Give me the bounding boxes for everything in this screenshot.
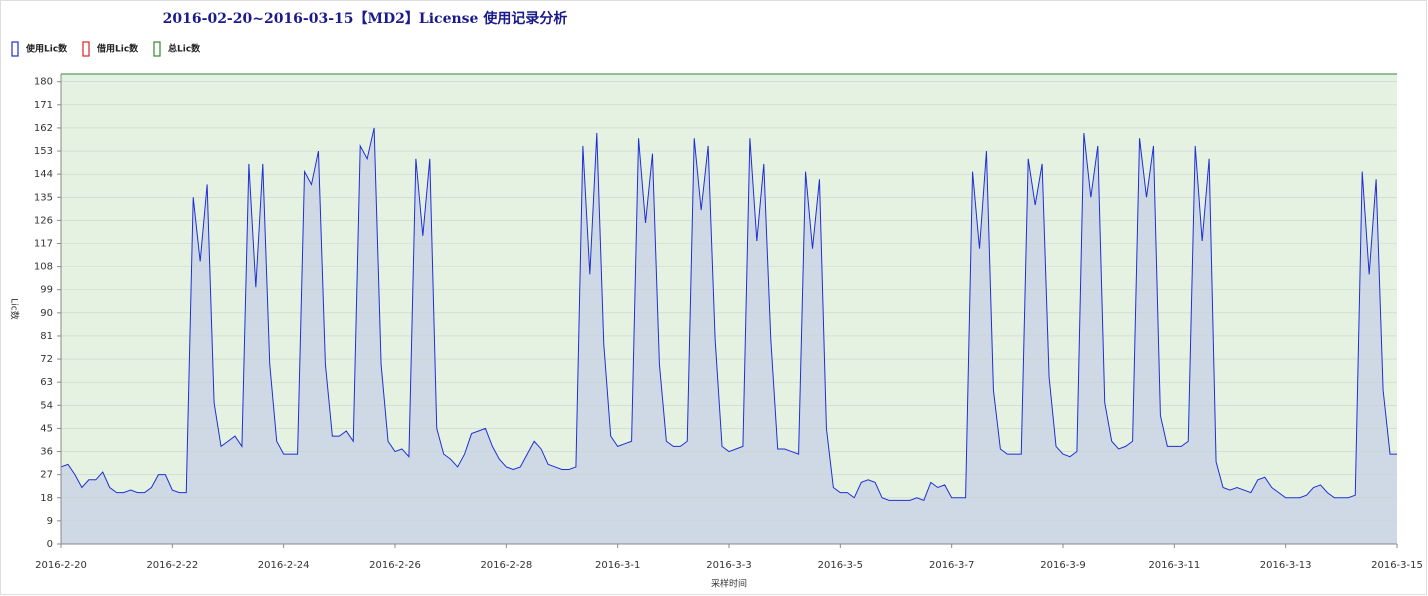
chart-title: 2016-02-20~2016-03-15【MD2】License 使用记录分析 xyxy=(163,10,568,27)
legend-label: 使用Lic数 xyxy=(25,43,68,55)
y-tick-label: 54 xyxy=(40,400,53,411)
y-tick-label: 18 xyxy=(40,493,53,504)
y-tick-label: 117 xyxy=(34,239,53,250)
x-tick-label: 2016-3-9 xyxy=(1040,560,1085,571)
legend-swatch xyxy=(82,41,90,57)
y-tick-label: 81 xyxy=(40,331,53,342)
y-tick-label: 180 xyxy=(34,77,53,88)
y-tick-label: 171 xyxy=(34,100,53,111)
y-tick-label: 72 xyxy=(40,354,53,365)
y-tick-label: 0 xyxy=(47,539,53,550)
y-tick-label: 99 xyxy=(40,285,53,296)
x-tick-label: 2016-3-11 xyxy=(1148,560,1200,571)
y-tick-label: 162 xyxy=(34,123,53,134)
x-axis-label: 采样时间 xyxy=(711,578,747,590)
y-axis-label: Lic数 xyxy=(9,298,21,319)
y-tick-label: 153 xyxy=(34,146,53,157)
legend-label: 借用Lic数 xyxy=(96,43,139,55)
y-tick-label: 90 xyxy=(40,308,53,319)
series-line xyxy=(60,127,1397,501)
x-tick-label: 2016-3-13 xyxy=(1260,560,1312,571)
x-tick-label: 2016-3-15 xyxy=(1371,560,1423,571)
legend-swatch xyxy=(153,41,161,57)
x-tick-label: 2016-3-7 xyxy=(929,560,974,571)
x-tick-label: 2016-2-20 xyxy=(35,560,87,571)
y-tick-label: 63 xyxy=(40,377,53,388)
y-tick-label: 126 xyxy=(34,215,53,226)
y-tick-label: 27 xyxy=(40,470,53,481)
x-tick-label: 2016-2-24 xyxy=(258,560,310,571)
y-tick-label: 36 xyxy=(40,447,53,458)
x-tick-label: 2016-2-22 xyxy=(146,560,198,571)
x-tick-label: 2016-2-26 xyxy=(369,560,421,571)
legend-label: 总Lic数 xyxy=(168,43,201,55)
y-tick-label: 45 xyxy=(40,423,53,434)
x-tick-label: 2016-3-3 xyxy=(706,560,751,571)
legend-swatch xyxy=(11,41,19,57)
y-tick-label: 144 xyxy=(34,169,53,180)
y-tick-label: 9 xyxy=(47,516,53,527)
y-tick-label: 108 xyxy=(34,262,53,273)
y-tick-label: 135 xyxy=(34,192,53,203)
x-tick-label: 2016-3-1 xyxy=(595,560,640,571)
area-fill xyxy=(61,127,1397,545)
x-tick-label: 2016-2-28 xyxy=(480,560,532,571)
x-tick-label: 2016-3-5 xyxy=(818,560,863,571)
area-fill xyxy=(61,74,1397,544)
